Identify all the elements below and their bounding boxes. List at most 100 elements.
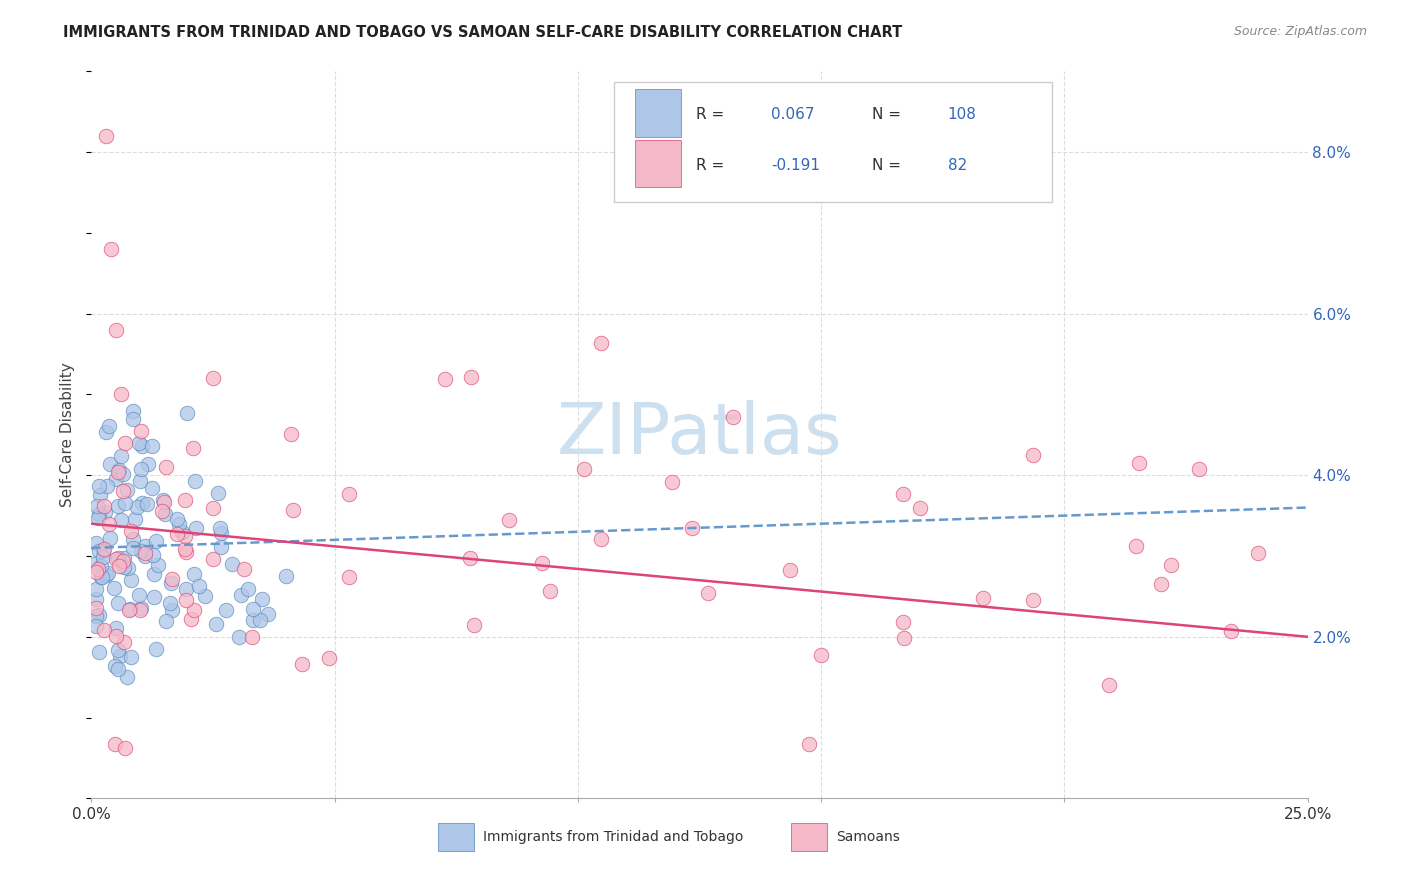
Point	[112, 559, 135, 574]
Point	[183, 567, 205, 582]
Point	[531, 557, 554, 571]
Point	[183, 603, 205, 617]
Point	[129, 474, 152, 488]
Text: Source: ZipAtlas.com: Source: ZipAtlas.com	[1233, 25, 1367, 38]
Point	[134, 539, 156, 553]
Point	[250, 591, 273, 606]
Point	[337, 487, 360, 501]
Point	[240, 630, 263, 644]
Text: N =: N =	[872, 107, 905, 122]
Point	[434, 372, 457, 386]
Point	[110, 449, 132, 463]
Point	[145, 641, 167, 656]
Point	[134, 549, 156, 563]
Point	[174, 582, 197, 596]
Point	[128, 588, 150, 602]
Point	[97, 516, 120, 531]
Point	[114, 436, 136, 450]
Point	[142, 590, 165, 604]
Point	[231, 588, 253, 602]
Point	[162, 602, 184, 616]
Point	[810, 648, 832, 662]
Point	[572, 461, 595, 475]
Point	[280, 427, 302, 442]
Point	[122, 532, 145, 546]
Point	[118, 603, 141, 617]
Text: 108: 108	[948, 107, 976, 122]
Point	[94, 568, 117, 582]
Point	[93, 499, 115, 513]
Point	[87, 562, 110, 576]
Point	[89, 488, 111, 502]
Point	[166, 512, 188, 526]
Point	[167, 516, 190, 531]
Point	[131, 439, 153, 453]
Point	[107, 661, 129, 675]
Point	[91, 544, 114, 558]
Point	[337, 569, 360, 583]
Point	[129, 462, 152, 476]
Point	[172, 525, 194, 540]
Text: R =: R =	[696, 107, 728, 122]
Point	[90, 570, 112, 584]
Point	[1188, 462, 1211, 476]
Point	[94, 505, 117, 519]
Point	[176, 545, 198, 559]
Point	[242, 613, 264, 627]
Point	[183, 474, 205, 488]
Point	[152, 492, 174, 507]
Text: 0.067: 0.067	[772, 107, 814, 122]
Point	[146, 558, 169, 573]
Point	[93, 542, 115, 557]
Point	[84, 618, 107, 632]
Point	[91, 570, 114, 584]
Point	[89, 544, 111, 558]
Point	[142, 549, 165, 563]
Point	[209, 525, 232, 540]
Point	[86, 500, 108, 514]
Point	[283, 503, 305, 517]
Point	[908, 501, 931, 516]
Point	[153, 495, 176, 509]
Point	[120, 524, 142, 539]
Point	[1098, 678, 1121, 692]
Point	[110, 387, 132, 401]
Point	[122, 541, 145, 556]
Point	[84, 609, 107, 624]
Text: -0.191: -0.191	[772, 158, 820, 173]
Y-axis label: Self-Care Disability: Self-Care Disability	[60, 362, 76, 508]
Point	[104, 658, 127, 673]
Bar	[790, 823, 827, 851]
Point	[96, 479, 118, 493]
Point	[1022, 448, 1045, 462]
Point	[1125, 539, 1147, 553]
Point	[318, 651, 340, 665]
Point	[124, 512, 146, 526]
Point	[498, 513, 520, 527]
Point	[681, 521, 703, 535]
Point	[131, 601, 153, 615]
Point	[242, 601, 264, 615]
Point	[159, 596, 181, 610]
Point	[114, 741, 136, 756]
Point	[274, 569, 297, 583]
Point	[107, 499, 129, 513]
Point	[112, 635, 135, 649]
Point	[87, 479, 110, 493]
Point	[207, 486, 229, 500]
Text: R =: R =	[696, 158, 728, 173]
Point	[257, 607, 280, 622]
Point	[117, 561, 139, 575]
Point	[107, 643, 129, 657]
Point	[291, 657, 314, 672]
Point	[128, 602, 150, 616]
Point	[661, 475, 683, 489]
Point	[129, 424, 152, 438]
Point	[100, 242, 122, 256]
Point	[228, 630, 250, 644]
Bar	[439, 823, 474, 851]
Point	[180, 612, 202, 626]
FancyBboxPatch shape	[614, 82, 1052, 202]
Point	[153, 508, 176, 522]
Point	[118, 602, 141, 616]
